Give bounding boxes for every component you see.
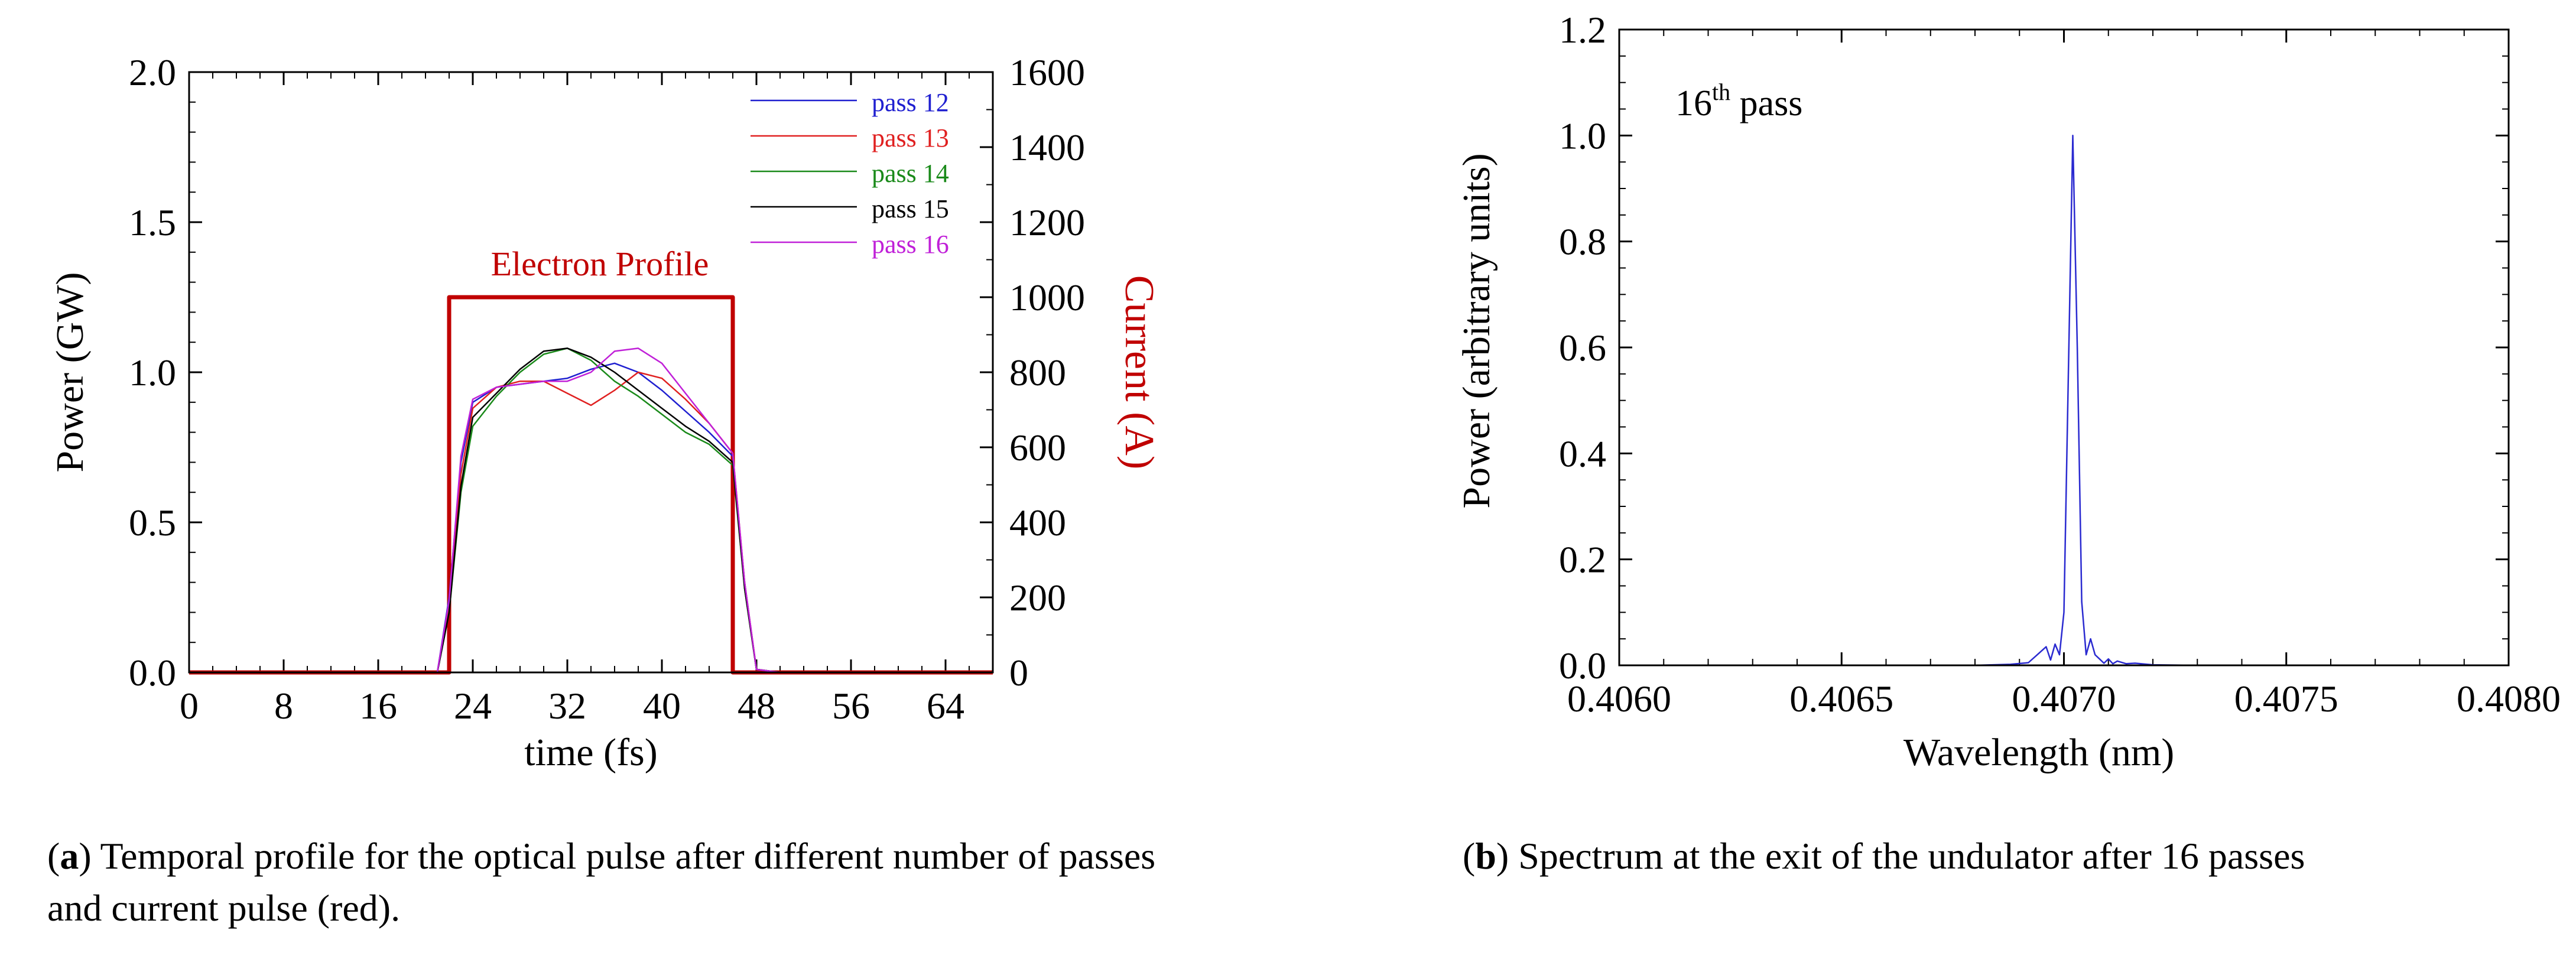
legend-label: pass 12 [872,88,949,117]
x-tick-label: 0.4065 [1789,678,1893,720]
y-tick-label: 1.0 [1559,115,1606,157]
x-tick-label: 0.4075 [2234,678,2338,720]
y-tick-label: 2.0 [129,51,176,93]
y-tick-label: 0.4 [1559,433,1606,474]
y2-tick-label: 200 [1009,577,1066,619]
x-tick-label: 56 [832,685,870,727]
y-tick-label: 1.0 [129,352,176,394]
chart-a-y-axis-label: Power (GW) [48,272,92,472]
chart-a-x-axis-label: time (fs) [524,731,657,774]
chart-b-x-tick-labels: 0.4060 0.4065 0.4070 0.4075 0.4080 [1567,678,2561,720]
chart-b-minor-ticks [1618,28,2510,667]
x-tick-label: 8 [274,685,293,727]
y2-tick-label: 1600 [1009,51,1085,93]
chart-panel-a: 0 8 16 24 32 40 48 56 64 0.0 0.5 1.0 1.5 2.0 0 200 400… [48,51,1162,774]
y-tick-label: 1.5 [129,201,176,243]
y2-tick-label: 1400 [1009,126,1085,168]
y2-tick-label: 0 [1009,652,1028,694]
legend-label: pass 16 [872,230,949,259]
chart-a-power-series [189,347,993,674]
chart-a-electron-profile-label: Electron Profile [491,245,709,283]
y-tick-label: 0.6 [1559,327,1606,369]
y-tick-label: 0.0 [1559,645,1606,687]
chart-b-spectrum-series [1619,135,2509,667]
chart-a-legend: pass 12 pass 13 pass 14 pass 15 pass 16 [751,88,949,259]
legend-label: pass 13 [872,123,949,152]
legend-label: pass 14 [872,159,949,188]
chart-a-y-tick-labels: 0.0 0.5 1.0 1.5 2.0 [129,51,176,694]
chart-a-plot-frame [188,71,994,674]
caption-a: (a) Temporal profile for the optical pul… [47,835,1156,929]
x-tick-label: 16 [359,685,397,727]
series-line-pass-16 [189,347,993,674]
y2-tick-label: 600 [1009,427,1066,469]
series-line-pass-13 [189,371,993,674]
chart-a-current-series [189,295,993,675]
y-tick-label: 0.2 [1559,539,1606,581]
x-tick-label: 0.4070 [2012,678,2116,720]
series-line-electron-profile [189,295,993,675]
annotation-superscript: th [1712,79,1730,105]
x-tick-label: 0.4060 [1567,678,1671,720]
chart-b-plot-frame [1618,28,2510,667]
chart-b-x-axis-label: Wavelength (nm) [1903,731,2174,774]
y2-tick-label: 400 [1009,502,1066,544]
caption-b-label: b [1475,835,1496,877]
series-line-spectrum [1619,135,2509,667]
y2-tick-label: 800 [1009,352,1066,394]
x-tick-label: 64 [927,685,964,727]
y2-tick-label: 1000 [1009,277,1085,318]
y-tick-label: 0.0 [129,652,176,694]
annotation-number: 16 [1675,83,1712,123]
caption-a-text: Temporal profile for the optical pulse a… [47,835,1156,929]
chart-a-y2-axis-label: Current (A) [1116,275,1162,470]
annotation-rest: pass [1730,83,1802,123]
chart-panel-b: 0.4060 0.4065 0.4070 0.4075 0.4080 0.0 0.2 0.4… [1455,9,2561,774]
series-line-pass-14 [189,347,993,674]
caption-a-label: a [60,835,79,877]
y-tick-label: 0.8 [1559,221,1606,263]
chart-b-y-axis-label: Power (arbitrary units) [1455,153,1498,508]
y2-tick-label: 1200 [1009,201,1085,243]
chart-b-y-tick-labels: 0.0 0.2 0.4 0.6 0.8 1.0 1.2 [1559,9,1606,687]
y-tick-label: 1.2 [1559,9,1606,51]
x-tick-label: 0 [180,685,199,727]
caption-b: (b) Spectrum at the exit of the undulato… [1463,835,2305,877]
x-tick-label: 24 [454,685,492,727]
x-tick-label: 40 [643,685,681,727]
chart-b-pass-annotation: 16th pass [1675,79,1802,123]
series-line-pass-12 [189,362,993,674]
chart-a-x-tick-labels: 0 8 16 24 32 40 48 56 64 [180,685,964,727]
y-tick-label: 0.5 [129,502,176,544]
x-tick-label: 0.4080 [2457,678,2561,720]
caption-b-text: Spectrum at the exit of the undulator af… [1518,835,2305,877]
x-tick-label: 48 [738,685,775,727]
chart-a-y2-tick-labels: 0 200 400 600 800 1000 1200 1400 1600 [1009,51,1085,694]
series-line-pass-15 [189,347,993,674]
x-tick-label: 32 [548,685,586,727]
legend-label: pass 15 [872,194,949,223]
